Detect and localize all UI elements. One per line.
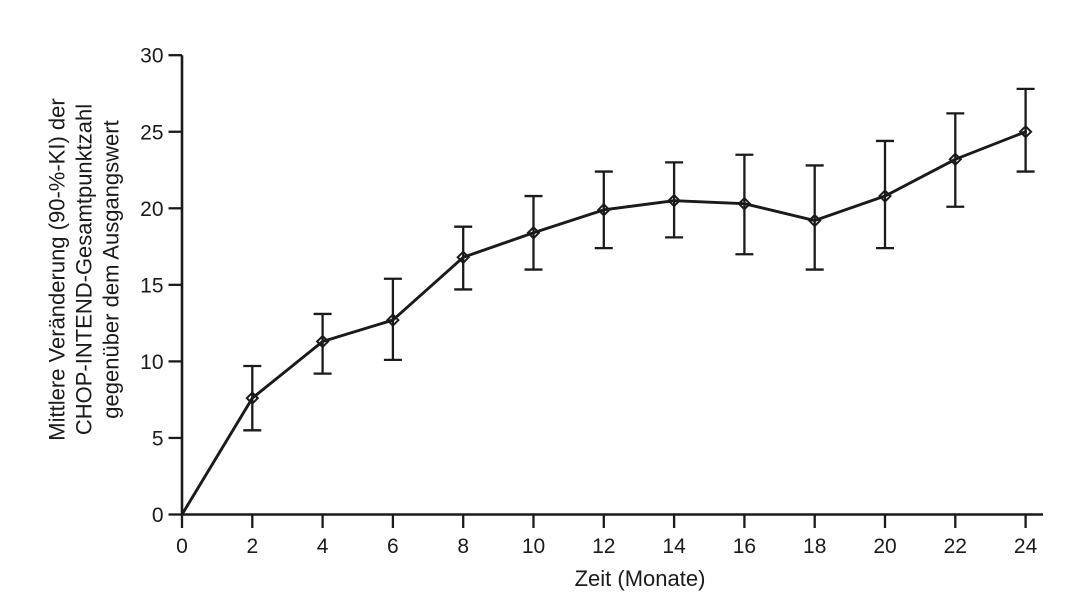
data-point-marker bbox=[385, 313, 400, 327]
x-tick-label: 12 bbox=[592, 535, 615, 558]
data-point-marker bbox=[737, 196, 752, 211]
x-tick-label: 16 bbox=[733, 535, 756, 558]
x-tick-label: 8 bbox=[457, 535, 469, 558]
x-tick-label: 14 bbox=[662, 535, 686, 558]
x-tick-label: 10 bbox=[522, 535, 545, 558]
y-tick-label: 15 bbox=[140, 274, 163, 297]
x-tick-label: 4 bbox=[317, 535, 329, 558]
y-tick-label: 20 bbox=[140, 198, 163, 221]
data-point-marker bbox=[456, 250, 471, 265]
data-point-marker bbox=[878, 189, 892, 203]
x-tick-label: 24 bbox=[1014, 535, 1038, 558]
data-point-marker bbox=[948, 152, 963, 167]
x-axis-title: Zeit (Monate) bbox=[574, 566, 706, 591]
x-tick-label: 6 bbox=[387, 535, 399, 558]
data-point-marker bbox=[667, 193, 682, 208]
data-point-marker bbox=[315, 334, 330, 349]
data-point-marker bbox=[1018, 124, 1033, 139]
y-tick-label: 10 bbox=[140, 351, 163, 374]
y-tick-label: 30 bbox=[140, 45, 163, 68]
y-axis-title: Mittlere Veränderung (90-%-KI) der CHOP-… bbox=[44, 40, 125, 500]
x-tick-label: 2 bbox=[246, 535, 258, 558]
x-tick-label: 0 bbox=[176, 535, 188, 558]
x-tick-label: 18 bbox=[803, 535, 826, 558]
y-axis-title-line1: Mittlere Veränderung (90-%-KI) der bbox=[44, 98, 70, 441]
y-tick-label: 25 bbox=[140, 121, 163, 144]
data-point-marker bbox=[807, 213, 822, 228]
x-tick-label: 22 bbox=[944, 535, 967, 558]
data-point-marker bbox=[596, 202, 611, 217]
y-axis-title-line3: gegenüber dem Ausgangswert bbox=[98, 120, 124, 419]
series-line bbox=[180, 130, 1028, 516]
y-tick-label: 5 bbox=[152, 427, 164, 450]
y-tick-label: 0 bbox=[152, 504, 164, 527]
data-point-marker bbox=[526, 225, 541, 240]
y-axis-title-line2: CHOP-INTEND-Gesamtpunktzahl bbox=[71, 103, 97, 436]
x-tick-label: 20 bbox=[873, 535, 896, 558]
data-point-marker bbox=[245, 391, 260, 406]
